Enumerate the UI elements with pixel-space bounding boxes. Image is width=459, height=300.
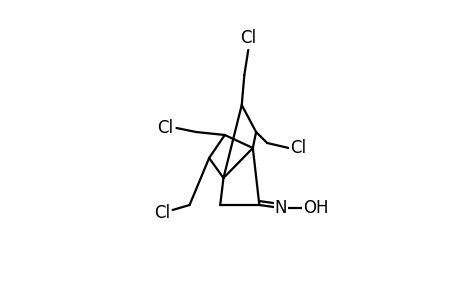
Text: OH: OH (302, 199, 328, 217)
Text: N: N (274, 199, 286, 217)
Text: Cl: Cl (240, 29, 256, 47)
Text: Cl: Cl (289, 139, 305, 157)
Text: Cl: Cl (157, 119, 173, 137)
Text: Cl: Cl (154, 204, 170, 222)
